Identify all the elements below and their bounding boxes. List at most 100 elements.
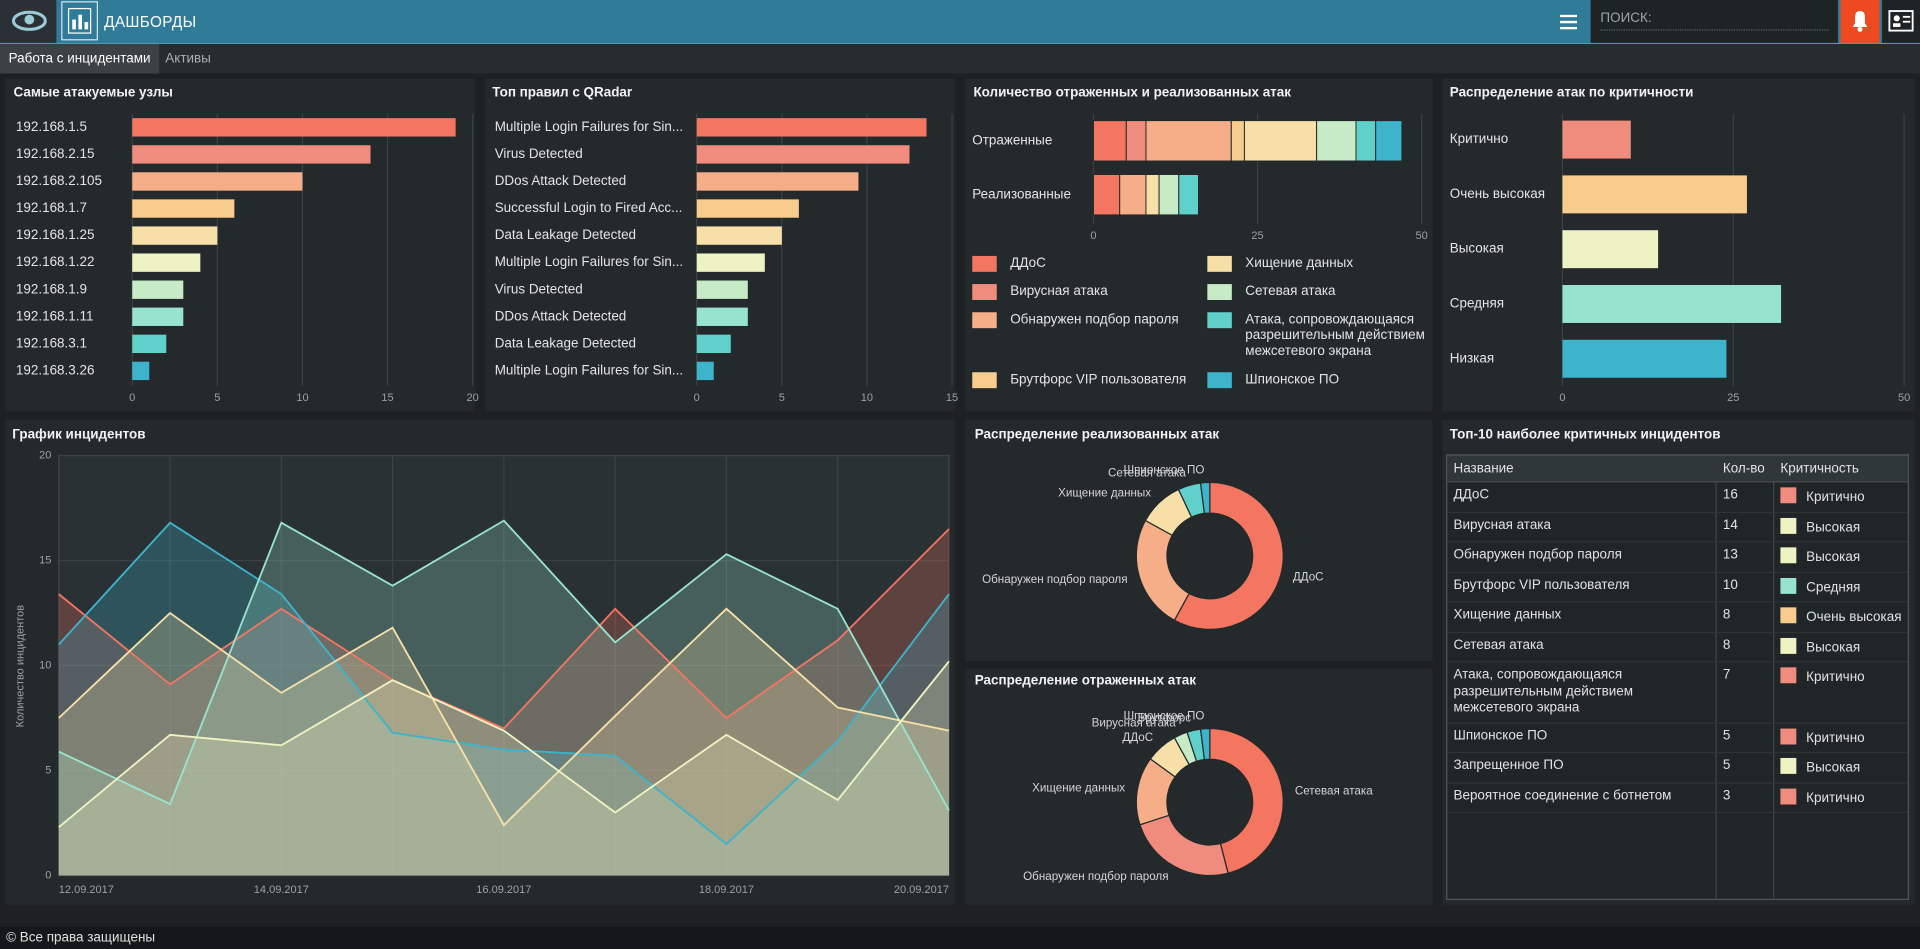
legend-item: Обнаружен подбор пароля: [972, 312, 1207, 360]
table-row: Брутфорс VIP пользователя 10 Средняя: [1447, 571, 1908, 603]
menu-button[interactable]: [1560, 14, 1578, 30]
cell-text: 8: [1722, 607, 1731, 623]
logo[interactable]: [0, 0, 57, 43]
bar-segment: [1375, 120, 1403, 162]
bar-segment: [1145, 174, 1160, 216]
slice-label: Вирусная атака: [1092, 716, 1177, 729]
x-tick-label: 25: [1727, 392, 1739, 404]
cell-text: Критично: [1806, 669, 1865, 685]
criticality-swatch: [1780, 757, 1797, 774]
table-row: Сетевая атака 8 Высокая: [1447, 631, 1908, 663]
legend-label: Атака, сопровождающаяся разрешительным д…: [1245, 312, 1425, 359]
table-row: Атака, сопровождающаяся разрешительным д…: [1447, 661, 1908, 724]
bar-segment: [1092, 120, 1127, 162]
legend-swatch: [972, 284, 997, 301]
cell-text: Критично: [1806, 790, 1865, 806]
x-tick-label: 25: [1251, 230, 1263, 242]
cell-text: Высокая: [1806, 549, 1861, 565]
x-tick-label: 0: [1559, 392, 1565, 404]
bar: [696, 307, 748, 326]
slice-label: Шпионское ПО: [1123, 463, 1204, 476]
table-cell: Высокая: [1774, 511, 1908, 543]
donut-slice: [1173, 481, 1284, 630]
table-row: Шпионское ПО 5 Критично: [1447, 722, 1908, 754]
slice-label: Брутфорс: [1138, 711, 1192, 724]
bar: [696, 361, 714, 381]
table-cell: 8: [1716, 601, 1775, 633]
category-label: Критично: [1450, 131, 1508, 146]
area-fill: [58, 522, 949, 876]
slice-label: Сетевая атака: [1295, 784, 1373, 797]
table-row: Обнаружен подбор пароля 13 Высокая: [1447, 541, 1908, 573]
legend-swatch: [1207, 312, 1232, 329]
bar-segment: [1125, 120, 1147, 162]
bar: [132, 118, 456, 137]
bar-segment: [1316, 120, 1357, 162]
bar: [696, 280, 748, 299]
dashboards-glyph: [67, 7, 92, 34]
dashboards-icon[interactable]: [61, 1, 98, 41]
chart-title: Распределение атак по критичности: [1450, 85, 1694, 100]
x-tick-label: 15: [946, 392, 958, 404]
cell-text: Высокая: [1806, 519, 1861, 535]
legend-swatch: [972, 312, 997, 329]
x-tick-label: 10: [296, 392, 308, 404]
profile-button[interactable]: [1882, 0, 1920, 43]
table-body: ДДоС 16 Критично Вирусная атака 14 Высокая Обн…: [1447, 481, 1908, 814]
bar: [1562, 230, 1659, 269]
category-label: 192.168.1.22: [16, 254, 95, 269]
bar: [1562, 285, 1782, 323]
cell-text: Высокая: [1806, 639, 1861, 655]
cell-text: ДДоС: [1453, 487, 1490, 503]
notifications-button[interactable]: [1840, 0, 1880, 43]
area-fill: [58, 529, 949, 876]
table-row: Хищение данных 8 Очень высокая: [1447, 601, 1908, 633]
column-header: Критичность: [1774, 455, 1908, 483]
cell-text: Высокая: [1806, 760, 1861, 776]
table-cell: Очень высокая: [1774, 601, 1908, 633]
y-tick-label: 5: [45, 764, 51, 776]
bar-segment: [1145, 120, 1232, 162]
x-tick-label: 20.09.2017: [894, 884, 949, 896]
bar-segment: [1355, 120, 1377, 162]
table-title: Топ-10 наиболее критичных инцидентов: [1450, 426, 1721, 441]
legend-item: Атака, сопровождающаяся разрешительным д…: [1207, 312, 1431, 360]
x-tick-label: 5: [214, 392, 220, 404]
category-label: Virus Detected: [495, 146, 583, 161]
bar: [132, 307, 184, 326]
bar: [132, 334, 167, 354]
bar-segment: [1178, 174, 1199, 216]
bar: [696, 226, 782, 245]
table-cell: Брутфорс VIP пользователя: [1447, 571, 1717, 603]
table-row: ДДоС 16 Критично: [1447, 481, 1908, 513]
cell-text: Вероятное соединение с ботнетом: [1453, 787, 1672, 803]
x-tick-label: 50: [1898, 392, 1910, 404]
table-cell: ДДоС: [1447, 481, 1717, 513]
table-cell: 13: [1716, 541, 1775, 573]
category-label: Successful Login to Fired Acc...: [495, 200, 683, 215]
cell-text: 5: [1722, 727, 1731, 743]
chart-title: Распределение реализованных атак: [975, 426, 1220, 441]
tab[interactable]: Работа с инцидентами: [0, 44, 160, 74]
criticality-swatch: [1780, 637, 1797, 654]
x-tick-label: 10: [861, 392, 873, 404]
x-tick-label: 50: [1416, 230, 1428, 242]
x-tick-label: 20: [467, 392, 479, 404]
category-label: DDos Attack Detected: [495, 173, 627, 188]
chart-title: Распределение отраженных атак: [975, 672, 1197, 687]
cell-text: Хищение данных: [1453, 607, 1562, 623]
bar: [696, 172, 859, 191]
x-tick-label: 14.09.2017: [254, 884, 309, 896]
bar-segment: [1119, 174, 1147, 216]
donut-slice: [1139, 814, 1229, 877]
cell-text: 7: [1722, 667, 1731, 683]
table-cell: 10: [1716, 571, 1775, 603]
table-cell: Высокая: [1774, 752, 1908, 784]
x-tick-label: 0: [1090, 230, 1096, 242]
legend-item: Шпионское ПО: [1207, 372, 1431, 389]
tab[interactable]: Активы: [165, 51, 211, 67]
search-box[interactable]: ПОИСК:: [1590, 0, 1838, 43]
chart-title: График инцидентов: [12, 426, 145, 441]
bar: [696, 118, 927, 137]
table-cell: Критично: [1774, 782, 1908, 814]
